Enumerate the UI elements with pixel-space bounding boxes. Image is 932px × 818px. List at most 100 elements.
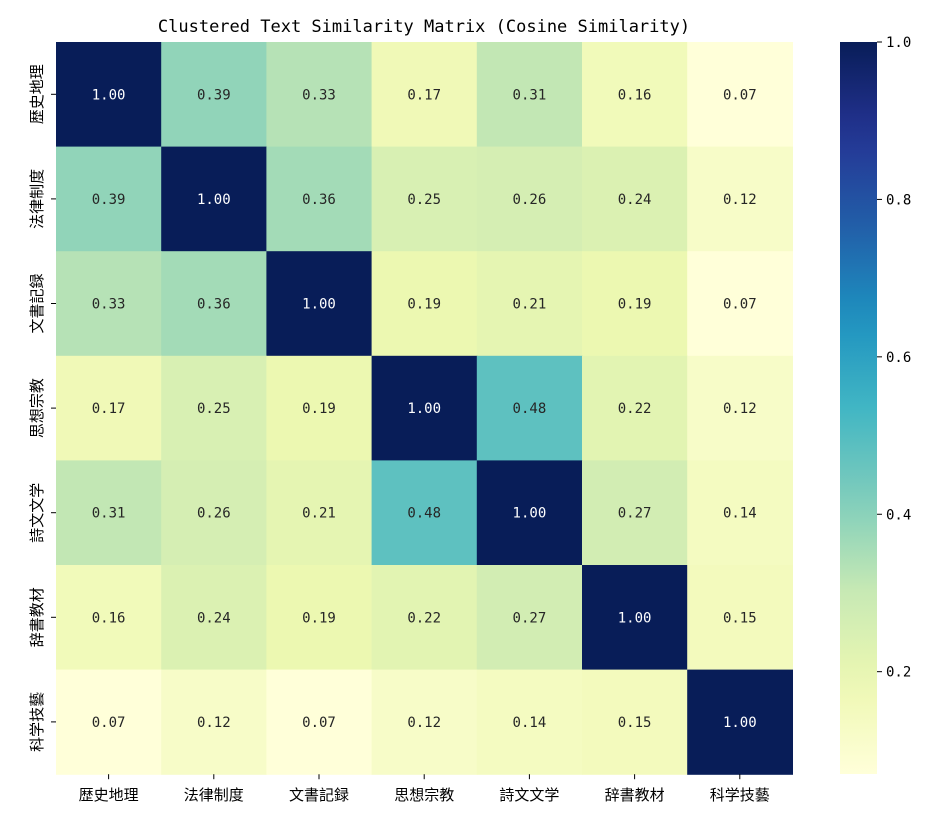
- cell-value-label: 0.31: [513, 87, 547, 103]
- cell-value-label: 0.25: [197, 401, 231, 417]
- cell-value-label: 0.36: [302, 192, 336, 208]
- heatmap-cell: [161, 146, 267, 252]
- heatmap-cell: [161, 669, 267, 775]
- cell-value-label: 0.25: [407, 192, 441, 208]
- cell-value-label: 1.00: [302, 297, 336, 313]
- heatmap-cell: [266, 355, 373, 461]
- heatmap-cell: [371, 146, 478, 252]
- heatmap-cell: [371, 565, 478, 671]
- cell-value-label: 0.12: [723, 401, 757, 417]
- heatmap-cell: [476, 251, 583, 357]
- cell-value-label: 0.31: [92, 506, 126, 522]
- cell-value-label: 0.07: [723, 297, 757, 313]
- cell-value-label: 0.07: [723, 87, 757, 103]
- cell-value-label: 0.19: [407, 297, 441, 313]
- cell-value-label: 0.27: [513, 610, 547, 626]
- colorbar-tick-label: 0.2: [886, 665, 911, 681]
- y-tick-label: 詩文文学: [28, 483, 46, 543]
- heatmap-cell: [476, 355, 583, 461]
- heatmap-cell: [371, 460, 478, 566]
- cell-value-label: 0.21: [302, 506, 336, 522]
- heatmap-cell: [582, 565, 688, 671]
- heatmap-cell: [161, 565, 267, 671]
- heatmap-cell: [266, 669, 373, 775]
- cell-value-label: 0.15: [618, 715, 652, 731]
- x-tick-label: 思想宗教: [394, 786, 454, 804]
- y-tick-label: 文書記録: [28, 273, 46, 333]
- cell-value-label: 1.00: [197, 192, 231, 208]
- x-tick-label: 歴史地理: [79, 786, 139, 804]
- heatmap-cell: [687, 146, 793, 252]
- heatmap-cells: 1.00 0.39 0.33 0.17 0.31 0.16 0.07 0.39 1.00 0.36…: [56, 42, 793, 775]
- heatmap-cell: [582, 42, 688, 148]
- cell-value-label: 0.16: [618, 87, 652, 103]
- cell-value-label: 0.19: [302, 401, 336, 417]
- cell-value-label: 0.17: [92, 401, 126, 417]
- chart-title: Clustered Text Similarity Matrix (Cosine…: [158, 17, 690, 37]
- heatmap-cell: [266, 146, 373, 252]
- y-tick-label: 思想宗教: [28, 378, 46, 438]
- cell-value-label: 0.19: [302, 610, 336, 626]
- colorbar-gradient: [840, 42, 877, 774]
- heatmap-cell: [476, 565, 583, 671]
- heatmap-cell: [371, 251, 478, 357]
- cell-value-label: 0.15: [723, 610, 757, 626]
- heatmap-cell: [476, 460, 583, 566]
- cell-value-label: 0.12: [723, 192, 757, 208]
- colorbar-tick-label: 0.6: [886, 350, 911, 366]
- y-tick-label: 辞書教材: [28, 587, 46, 647]
- cell-value-label: 0.24: [618, 192, 652, 208]
- heatmap-cell: [56, 565, 162, 671]
- heatmap-cell: [56, 251, 162, 357]
- heatmap-cell: [371, 669, 478, 775]
- colorbar-tick-label: 0.8: [886, 192, 911, 208]
- cell-value-label: 1.00: [513, 506, 547, 522]
- x-axis: 歴史地理 法律制度 文書記録 思想宗教 詩文文学 辞書教材 科学技藝: [79, 774, 770, 804]
- heatmap-cell: [687, 565, 793, 671]
- cell-value-label: 0.07: [302, 715, 336, 731]
- cell-value-label: 0.07: [92, 715, 126, 731]
- x-tick-label: 詩文文学: [499, 786, 559, 804]
- cell-value-label: 0.19: [618, 297, 652, 313]
- cell-value-label: 0.24: [197, 610, 231, 626]
- cell-value-label: 0.26: [513, 192, 547, 208]
- cell-value-label: 0.22: [407, 610, 441, 626]
- heatmap-cell: [687, 42, 793, 148]
- heatmap-cell: [582, 460, 688, 566]
- cell-value-label: 0.17: [407, 87, 441, 103]
- heatmap-cell: [56, 669, 162, 775]
- cell-value-label: 0.33: [302, 87, 336, 103]
- x-tick-label: 科学技藝: [710, 786, 770, 804]
- colorbar: 0.2 0.4 0.6 0.8 1.0: [840, 35, 911, 774]
- cell-value-label: 0.12: [407, 715, 441, 731]
- heatmap-cell: [56, 460, 162, 566]
- heatmap-cell: [56, 42, 162, 148]
- cell-value-label: 0.21: [513, 297, 547, 313]
- cell-value-label: 1.00: [723, 715, 757, 731]
- heatmap-cell: [582, 355, 688, 461]
- cell-value-label: 0.16: [92, 610, 126, 626]
- heatmap-cell: [266, 460, 373, 566]
- cell-value-label: 0.12: [197, 715, 231, 731]
- cell-value-label: 0.48: [513, 401, 547, 417]
- heatmap-cell: [476, 42, 583, 148]
- heatmap-cell: [476, 669, 583, 775]
- heatmap-cell: [161, 355, 267, 461]
- heatmap-cell: [161, 251, 267, 357]
- cell-value-label: 0.14: [723, 506, 757, 522]
- cell-value-label: 1.00: [618, 610, 652, 626]
- cell-value-label: 0.22: [618, 401, 652, 417]
- heatmap-cell: [161, 460, 267, 566]
- colorbar-tick-label: 0.4: [886, 507, 911, 523]
- heatmap-cell: [371, 42, 478, 148]
- heatmap-cell: [56, 355, 162, 461]
- y-tick-label: 科学技藝: [28, 692, 46, 752]
- heatmap-cell: [687, 669, 793, 775]
- y-tick-label: 歴史地理: [28, 64, 46, 124]
- cell-value-label: 0.39: [92, 192, 126, 208]
- heatmap-cell: [582, 669, 688, 775]
- heatmap-cell: [687, 355, 793, 461]
- heatmap-cell: [371, 355, 478, 461]
- heatmap-cell: [582, 146, 688, 252]
